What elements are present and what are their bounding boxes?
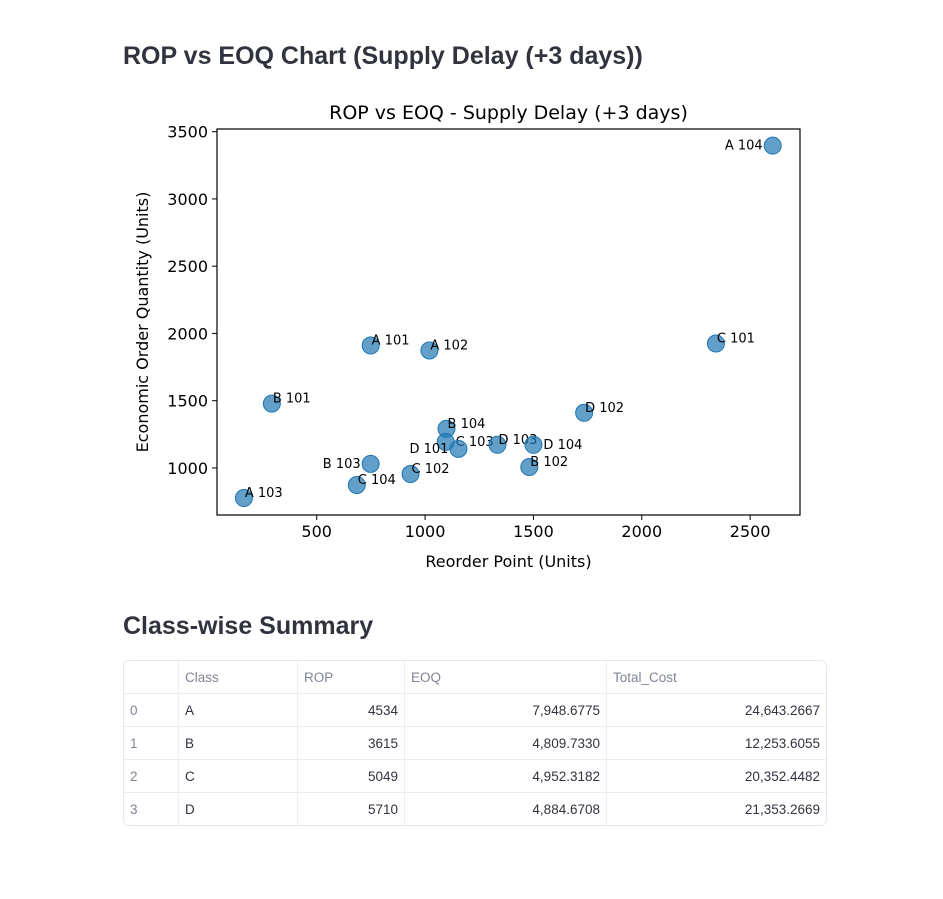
- data-point: [449, 439, 468, 458]
- data-point: [488, 435, 507, 454]
- chart-title: ROP vs EOQ - Supply Delay (+3 days): [329, 102, 688, 124]
- point-label: D 101: [409, 442, 448, 457]
- cell-class: A: [179, 694, 298, 727]
- data-point: [262, 394, 281, 413]
- data-point: [524, 435, 543, 454]
- col-rop[interactable]: ROP: [298, 661, 405, 694]
- col-eoq[interactable]: EOQ: [405, 661, 607, 694]
- cell-rop: 5049: [298, 760, 405, 793]
- point-label: C 104: [358, 473, 396, 488]
- data-point: [401, 464, 420, 483]
- row-index: 3: [124, 793, 179, 825]
- data-point: [361, 336, 380, 355]
- x-tick-label: 500: [301, 522, 332, 541]
- point-label: A 103: [245, 486, 283, 501]
- plot-frame: [216, 128, 801, 516]
- cell-eoq: 4,952.3182: [405, 760, 607, 793]
- cell-class: B: [179, 727, 298, 760]
- summary-title: Class-wise Summary: [123, 612, 374, 640]
- scatter-chart: ROP vs EOQ - Supply Delay (+3 days) Reord…: [133, 102, 801, 571]
- data-point: [361, 454, 380, 473]
- x-tick-label: 2500: [730, 522, 771, 541]
- point-label: B 104: [448, 417, 486, 432]
- point-label: B 102: [530, 455, 568, 470]
- cell-total-cost: 12,253.6055: [607, 727, 826, 760]
- x-tick-label: 2000: [621, 522, 662, 541]
- table-row: 3 D 5710 4,884.6708 21,353.2669: [124, 793, 826, 825]
- y-tick-label: 3500: [167, 123, 208, 142]
- point-label: A 104: [725, 139, 763, 154]
- point-label: D 104: [543, 438, 582, 453]
- col-class[interactable]: Class: [179, 661, 298, 694]
- y-tick-label: 2000: [167, 324, 208, 343]
- y-tick-label: 1000: [167, 459, 208, 478]
- col-index[interactable]: [124, 661, 179, 694]
- cell-total-cost: 21,353.2669: [744, 801, 820, 817]
- cell-eoq: 7,948.6775: [405, 694, 607, 727]
- point-label: C 102: [412, 462, 450, 477]
- point-label: A 101: [372, 334, 410, 349]
- data-point: [234, 489, 253, 508]
- cell-class: C: [179, 760, 298, 793]
- data-point: [347, 476, 366, 495]
- cell-eoq: 4,809.7330: [405, 727, 607, 760]
- row-index: 0: [124, 694, 179, 727]
- data-point: [706, 334, 725, 353]
- page-title: ROP vs EOQ Chart (Supply Delay (+3 days)…: [123, 42, 643, 70]
- cell-class: D: [179, 793, 298, 825]
- point-label: B 103: [323, 457, 361, 472]
- y-axis-label: Economic Order Quantity (Units): [133, 192, 152, 453]
- cell-total-cost: 20,352.4482: [607, 760, 826, 793]
- point-label: D 102: [585, 401, 624, 416]
- table-header-row: Class ROP EOQ Total_Cost: [124, 661, 826, 694]
- cell-rop: 3615: [298, 727, 405, 760]
- summary-table: Class ROP EOQ Total_Cost 0 A 4534 7,948.677…: [123, 660, 827, 826]
- data-point: [420, 341, 439, 360]
- point-label: C 101: [717, 332, 755, 347]
- data-point: [575, 403, 594, 422]
- y-tick-label: 1500: [167, 392, 208, 411]
- x-axis-label: Reorder Point (Units): [425, 552, 591, 571]
- cell-rop: 5710: [298, 793, 405, 825]
- cell-total-cost: 24,643.2667: [607, 694, 826, 727]
- row-index: 1: [124, 727, 179, 760]
- data-point: [763, 136, 782, 155]
- col-total-cost[interactable]: Total_Cost: [607, 661, 826, 694]
- table-row: 1 B 3615 4,809.7330 12,253.6055: [124, 727, 826, 760]
- x-tick-label: 1500: [513, 522, 554, 541]
- y-tick-label: 3000: [167, 190, 208, 209]
- data-point: [520, 457, 539, 476]
- row-index: 2: [124, 760, 179, 793]
- table-row: 2 C 5049 4,952.3182 20,352.4482: [124, 760, 826, 793]
- table-row: 0 A 4534 7,948.6775 24,643.2667: [124, 694, 826, 727]
- y-tick-label: 2500: [167, 257, 208, 276]
- point-label: A 102: [430, 339, 468, 354]
- x-tick-label: 1000: [405, 522, 446, 541]
- cell-eoq: 4,884.6708: [405, 793, 607, 825]
- point-label: B 101: [273, 392, 311, 407]
- cell-rop: 4534: [298, 694, 405, 727]
